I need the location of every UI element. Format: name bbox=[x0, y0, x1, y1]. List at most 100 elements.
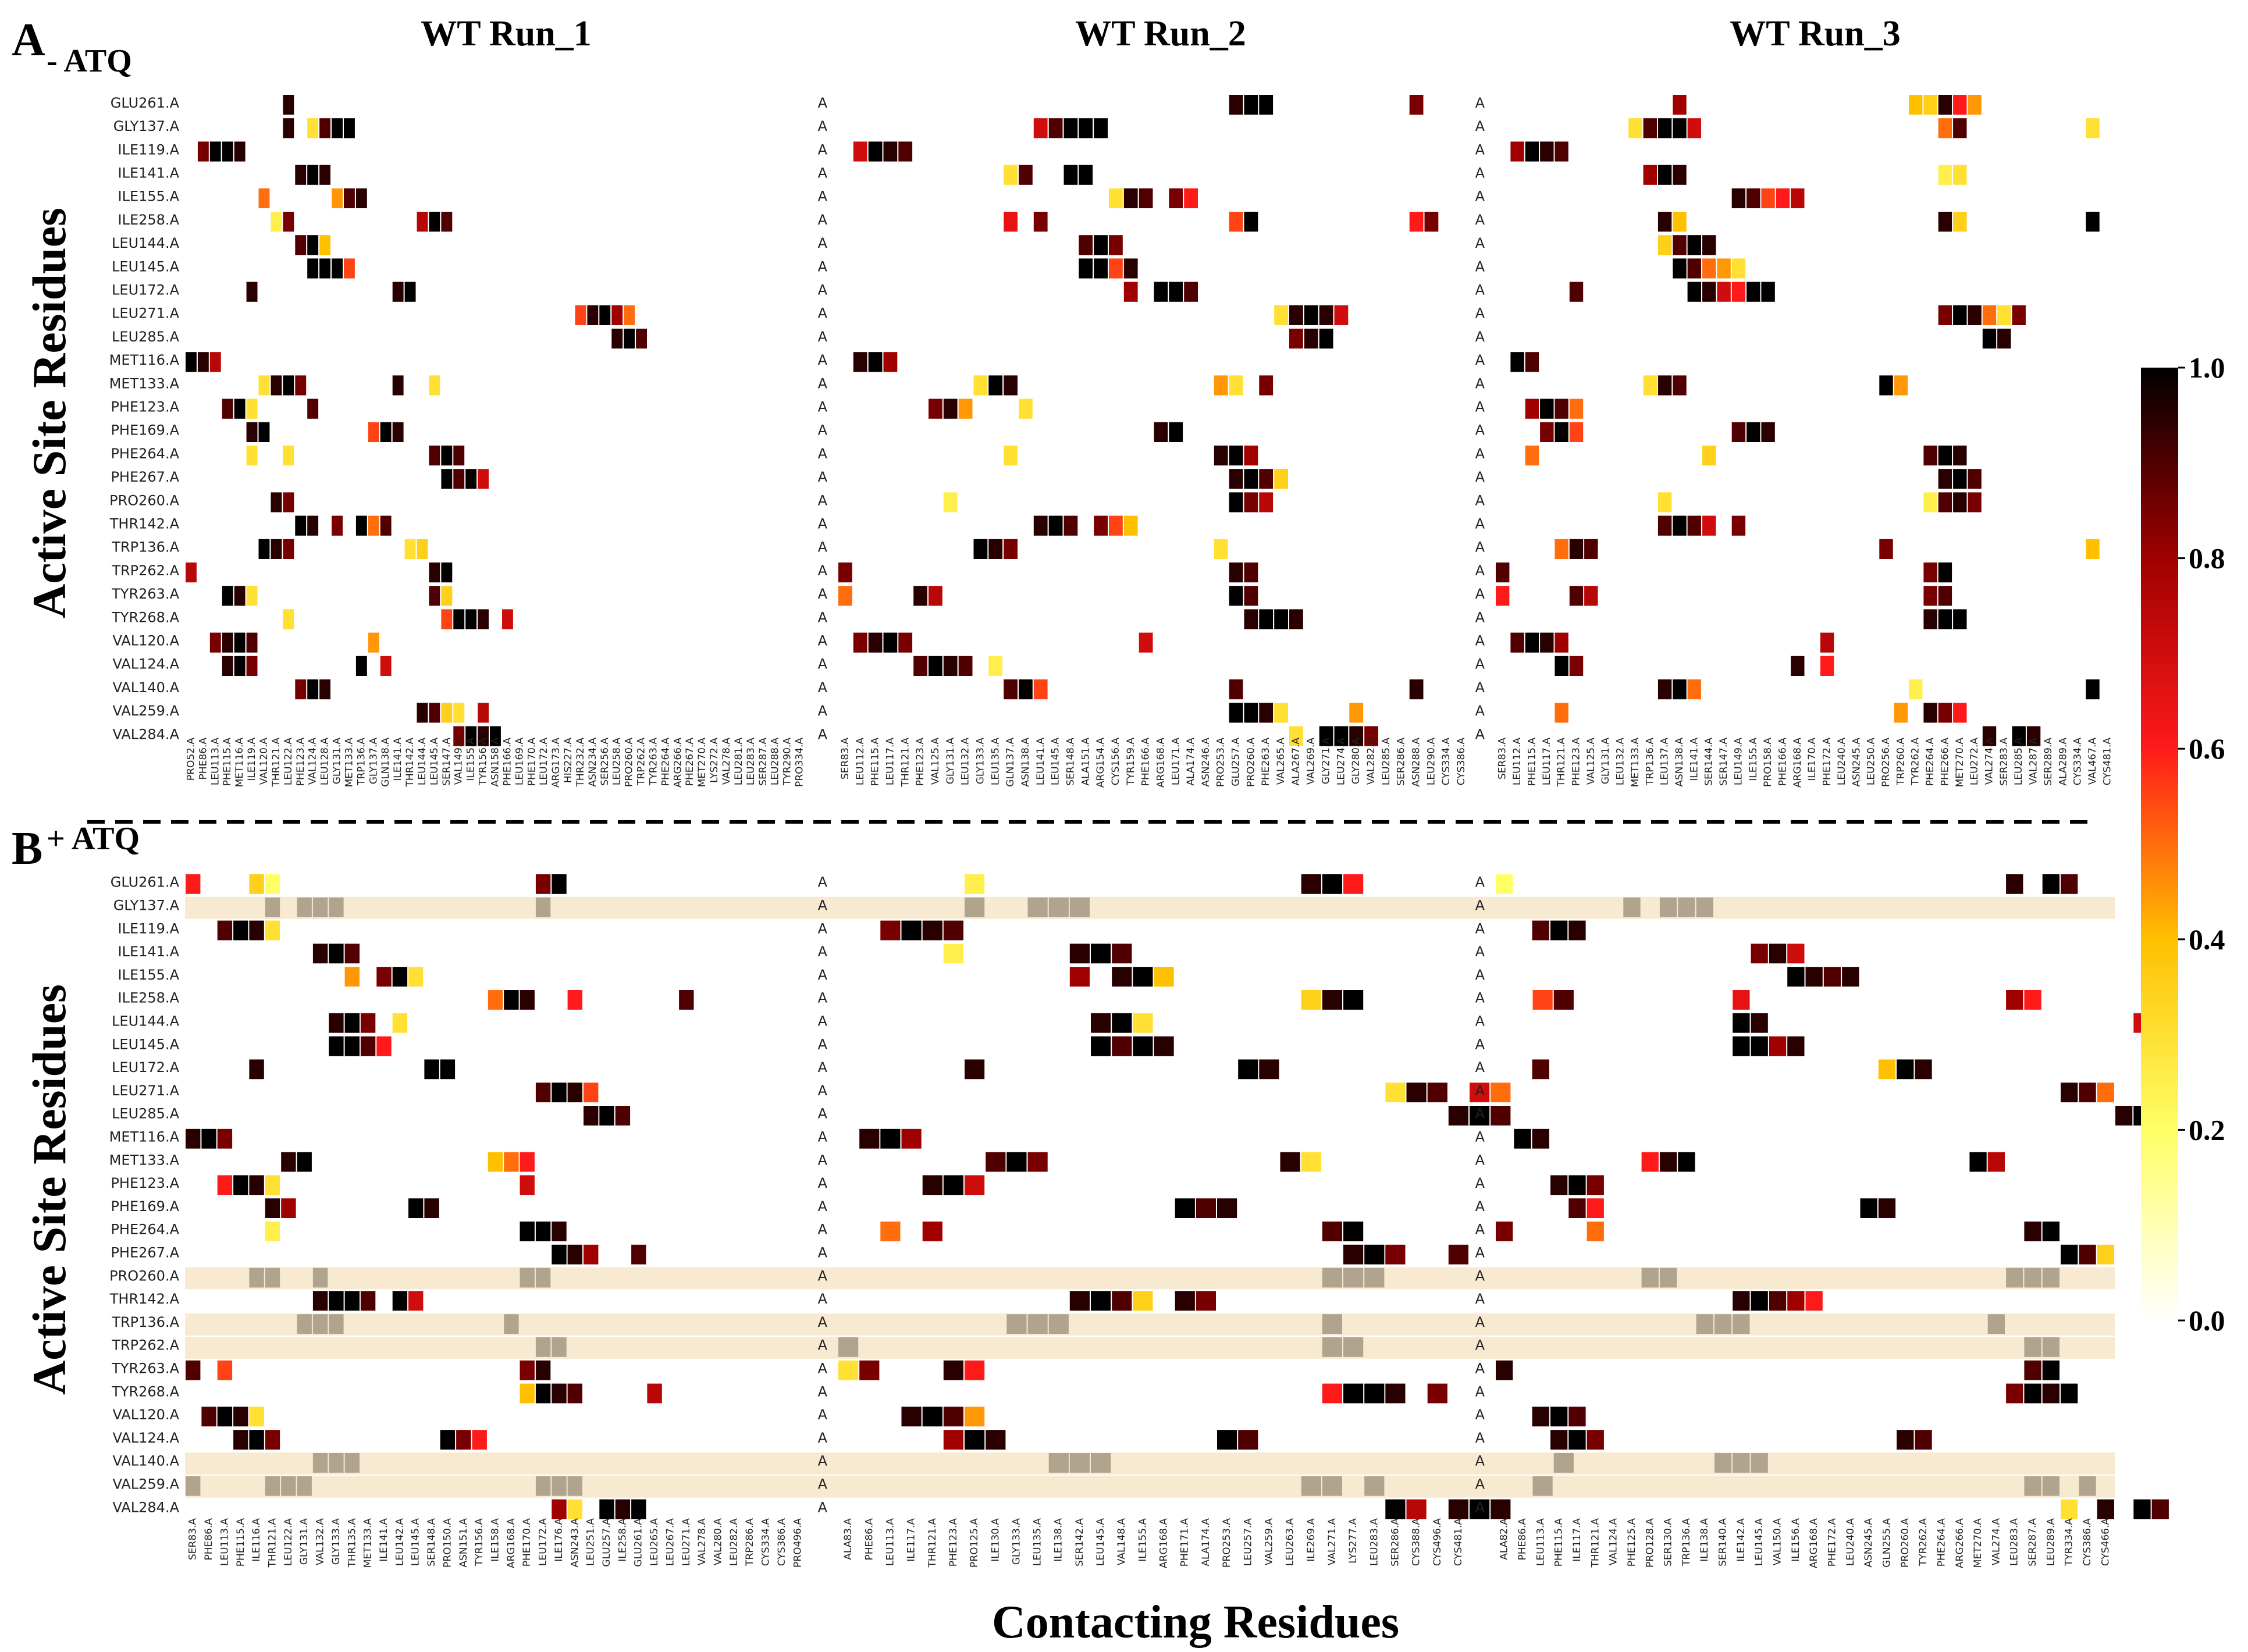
heatmap-cell bbox=[1229, 586, 1243, 606]
column-label: SER287.A bbox=[2027, 1518, 2039, 1566]
row-label: A bbox=[1475, 1175, 1485, 1191]
heatmap-cell bbox=[1733, 990, 1750, 1010]
heatmap-cell bbox=[913, 586, 927, 606]
column-label: LEU113.A bbox=[1535, 1518, 1546, 1566]
heatmap-cell bbox=[1154, 282, 1168, 302]
heatmap-cell bbox=[1244, 562, 1258, 583]
row-label: PHE169.A bbox=[111, 422, 179, 439]
column-label: LEU137.A bbox=[1659, 738, 1671, 786]
row-label: A bbox=[1475, 329, 1485, 345]
column-label: ILE156.A bbox=[1790, 1518, 1802, 1562]
heatmap-cell bbox=[1568, 1430, 1586, 1450]
heatmap-cell bbox=[1343, 1268, 1364, 1288]
heatmap-cell bbox=[319, 679, 330, 700]
column-label: TYR156.A bbox=[478, 738, 489, 786]
heatmap-cell bbox=[1879, 375, 1893, 396]
heatmap-cell bbox=[332, 515, 343, 536]
heatmap-labels: GLU261.A GLY137.A ILE119.A ILE141.A ILE155.A… bbox=[109, 95, 2114, 1568]
heatmap-cell bbox=[1532, 1407, 1549, 1427]
row-label: A bbox=[1475, 141, 1485, 158]
column-label: ARG266.A bbox=[672, 738, 684, 788]
column-label: ARG168.A bbox=[1792, 738, 1804, 788]
column-label: ASN245.A bbox=[1851, 738, 1862, 787]
heatmap-cell bbox=[1259, 609, 1274, 629]
heatmap-cell bbox=[344, 1036, 360, 1056]
heatmap-cell bbox=[1747, 282, 1760, 302]
heatmap-cell bbox=[2061, 1383, 2078, 1404]
heatmap-cell bbox=[1915, 1430, 1932, 1450]
heatmap-cell bbox=[1540, 422, 1554, 442]
heatmap-cell bbox=[2061, 1083, 2078, 1102]
column-label: ILE155.A bbox=[1137, 1518, 1148, 1562]
heatmap-cell bbox=[1229, 679, 1243, 700]
y-axis-label-a: Active Site Residues bbox=[23, 208, 76, 618]
heatmap-cell bbox=[1532, 920, 1549, 941]
heatmap-cell bbox=[1027, 1314, 1048, 1334]
heatmap-cell bbox=[1510, 352, 1524, 372]
heatmap-cell bbox=[868, 141, 883, 162]
heatmap-cell bbox=[234, 141, 246, 162]
row-label: THR142.A bbox=[109, 516, 180, 532]
heatmap-cell bbox=[1550, 1407, 1568, 1427]
heatmap-cell bbox=[234, 398, 246, 419]
column-label: ILE158.A bbox=[490, 1518, 501, 1562]
heatmap-cell bbox=[1587, 1222, 1604, 1241]
heatmap-cell bbox=[898, 632, 913, 653]
row-label: GLU261.A bbox=[111, 95, 180, 111]
heatmap-cell bbox=[265, 920, 280, 941]
heatmap-cell bbox=[1687, 258, 1701, 279]
row-label: ILE155.A bbox=[118, 967, 180, 983]
row-label: A bbox=[818, 1337, 828, 1354]
heatmap-cell bbox=[1301, 1152, 1321, 1172]
column-label: VAL280.A bbox=[713, 1518, 724, 1565]
heatmap-cell bbox=[1322, 874, 1342, 894]
column-label: LEU142.A bbox=[394, 1518, 406, 1566]
heatmap-cell bbox=[1923, 703, 1937, 723]
heatmap-cell bbox=[1915, 1059, 1932, 1080]
heatmap-cell bbox=[1238, 1430, 1258, 1450]
heatmap-cell bbox=[1587, 1175, 1604, 1195]
heatmap-cell bbox=[1751, 944, 1768, 964]
heatmap-cell bbox=[1540, 632, 1554, 653]
row-label: A bbox=[1475, 375, 1485, 391]
heatmap-cell bbox=[1696, 897, 1713, 917]
row-label: A bbox=[1475, 1152, 1485, 1168]
heatmap-cell bbox=[1569, 398, 1584, 419]
column-label: THR121.A bbox=[1589, 1518, 1601, 1568]
column-label: SER148.A bbox=[1065, 738, 1076, 786]
heatmap-cell bbox=[1349, 726, 1364, 746]
heatmap-cell bbox=[535, 1360, 551, 1380]
heatmap-cell bbox=[868, 352, 883, 372]
column-label: LEU144.A bbox=[417, 738, 428, 786]
heatmap-cell bbox=[2086, 212, 2100, 232]
heatmap-cell bbox=[1004, 446, 1018, 466]
highlight-band bbox=[185, 896, 2115, 919]
heatmap-cell bbox=[1244, 212, 1258, 232]
column-label: LEU251.A bbox=[585, 1518, 597, 1566]
heatmap-cell bbox=[1094, 118, 1108, 138]
heatmap-cell bbox=[307, 679, 319, 700]
heatmap-cell bbox=[1696, 1314, 1713, 1334]
row-label: A bbox=[1475, 1013, 1485, 1030]
row-label: A bbox=[818, 422, 828, 439]
heatmap-cell bbox=[1628, 118, 1642, 138]
column-label: LEU145.A bbox=[1050, 738, 1062, 786]
heatmap-cell bbox=[647, 1383, 662, 1404]
heatmap-cell bbox=[1349, 703, 1364, 723]
heatmap-cell bbox=[1033, 679, 1048, 700]
heatmap-cell bbox=[197, 141, 209, 162]
column-label: CYS334.A bbox=[760, 1518, 772, 1566]
column-label: TRP136.A bbox=[1681, 1518, 1692, 1566]
row-label: A bbox=[818, 1175, 828, 1191]
heatmap-cell bbox=[246, 398, 258, 419]
heatmap-cell bbox=[965, 1360, 985, 1380]
column-label: VAL265.A bbox=[1275, 738, 1287, 785]
column-label: PHE170.A bbox=[526, 738, 538, 786]
heatmap-cell bbox=[1525, 446, 1539, 466]
heatmap-cell bbox=[453, 446, 465, 466]
heatmap-cell bbox=[1259, 1059, 1279, 1080]
row-label: LEU285.A bbox=[112, 329, 180, 345]
column-label: GLU261.A bbox=[633, 1518, 645, 1567]
heatmap-cell bbox=[1953, 95, 1967, 115]
column-label: THR135.A bbox=[346, 1518, 358, 1568]
